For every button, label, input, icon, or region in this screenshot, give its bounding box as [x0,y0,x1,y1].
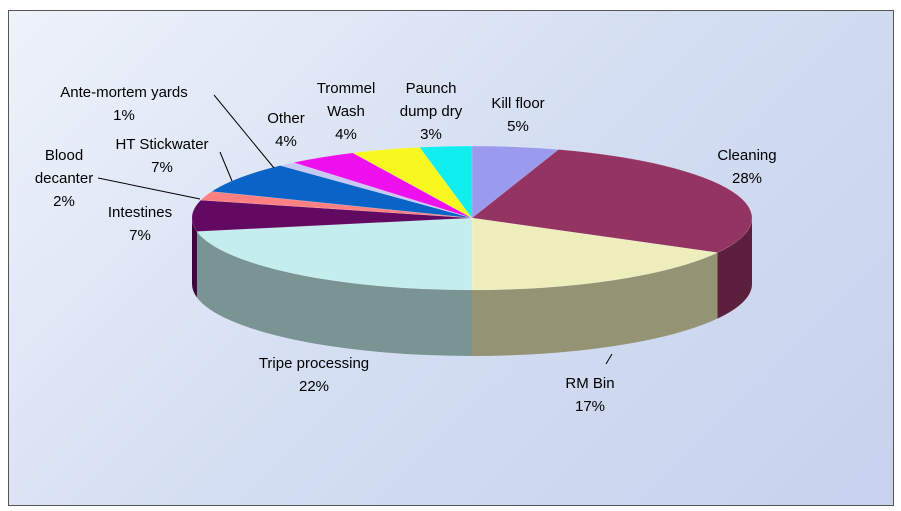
slice [191,199,473,232]
slice-label: Intestines 7% [60,201,220,247]
value-label: 5% [507,118,529,135]
leader-line [605,353,613,365]
leader-line [97,177,201,200]
value-label: 22% [298,378,330,395]
slice [292,152,473,219]
category-name: HT Stickwater [115,136,209,153]
slice-side [717,218,752,319]
slice [200,191,473,219]
category-name: Blood decanter [34,147,94,187]
slice [471,149,753,253]
value-label: 7% [129,227,151,244]
slice-side [192,218,197,298]
slice-label: Paunch dump dry 3% [394,77,469,146]
category-name: Other [267,110,305,127]
slice-label: Trommel Wash 4% [311,77,381,146]
category-name: Cleaning [717,147,777,164]
value-label: 2% [53,193,75,210]
slice [196,217,473,291]
category-name: RM Bin [565,375,615,392]
leader-line [213,94,275,169]
slice-label: RM Bin 17% [510,372,670,418]
value-label: 4% [275,133,297,150]
value-label: 3% [420,126,442,143]
slice-label: Tripe processing 22% [234,352,394,398]
slice-side [196,231,472,356]
slice [280,162,473,219]
category-name: Kill floor [491,95,545,112]
slice [419,145,473,219]
slice-label: Cleaning 28% [667,144,827,190]
category-name: Ante-mortem yards [60,84,188,101]
slice [351,147,473,219]
category-name: Paunch dump dry [399,80,463,120]
slice-label: Kill floor 5% [438,92,598,138]
slice-label: Ante-mortem yards 1% [44,81,204,127]
category-name: Tripe processing [258,355,370,372]
value-label: 28% [731,170,763,187]
value-label: 4% [335,126,357,143]
slice-label: Other 4% [206,107,366,153]
slice [471,217,719,291]
value-label: 7% [151,159,173,176]
slice [471,145,560,219]
slice [210,165,473,219]
category-name: Trommel Wash [316,80,376,120]
value-label: 17% [574,398,606,415]
leader-line [219,151,233,182]
slice-label: Blood decanter 2% [29,144,99,213]
category-name: Intestines [107,204,173,221]
slice-label: HT Stickwater 7% [82,133,242,179]
value-label: 1% [113,107,135,124]
slice-side [472,252,718,356]
